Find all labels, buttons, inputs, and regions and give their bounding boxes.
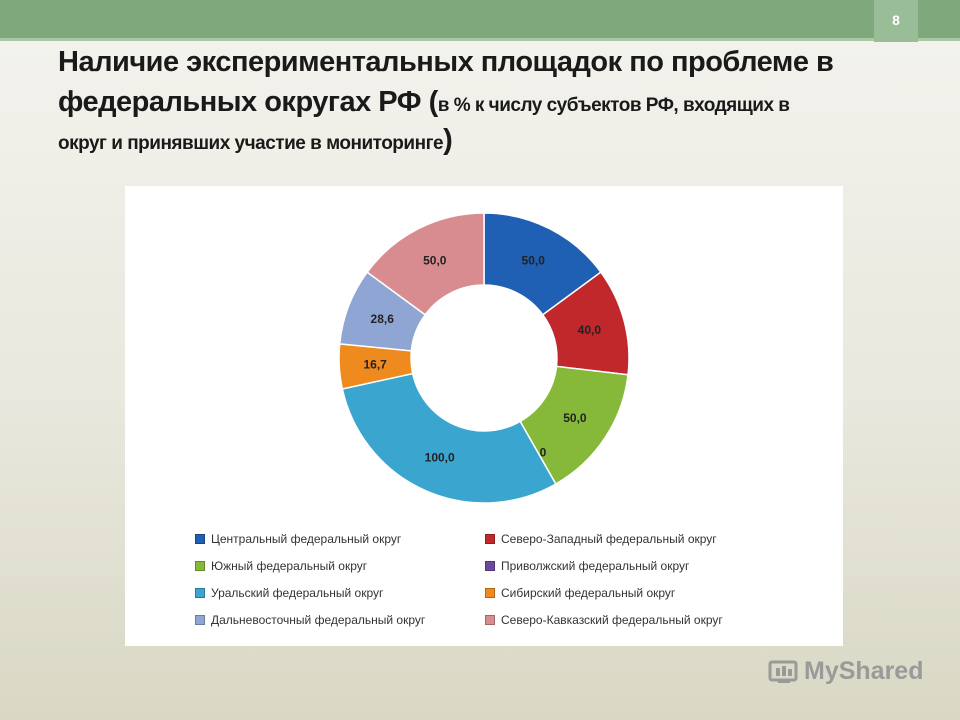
slice-value-label: 50,0: [423, 254, 447, 268]
slice-value-label: 28,6: [371, 312, 395, 326]
legend-swatch: [195, 561, 205, 571]
title-line-2: федеральных округах РФ (в % к числу субъ…: [58, 82, 918, 126]
legend-item: Южный федеральный округ: [195, 557, 485, 575]
legend-item: Приволжский федеральный округ: [485, 557, 825, 575]
legend-swatch: [485, 588, 495, 598]
title-subtitle: в % к числу субъектов РФ, входящих в: [437, 95, 790, 116]
legend-item: Сибирский федеральный округ: [485, 584, 825, 602]
slide-number: 8: [874, 0, 918, 42]
legend-swatch: [195, 534, 205, 544]
legend-label: Сибирский федеральный округ: [501, 586, 676, 600]
legend-label: Приволжский федеральный округ: [501, 559, 690, 573]
slice-value-label: 40,0: [578, 323, 602, 337]
legend-item: Дальневосточный федеральный округ: [195, 611, 485, 629]
legend-swatch: [485, 615, 495, 625]
title-line-2-main: федеральных округах РФ: [58, 86, 429, 118]
watermark: MyShared: [768, 656, 923, 686]
legend-label: Уральский федеральный округ: [211, 586, 384, 600]
donut-slice: [341, 372, 557, 504]
legend-label: Северо-Западный федеральный округ: [501, 532, 717, 546]
top-bar-divider: [0, 38, 960, 41]
legend-label: Дальневосточный федеральный округ: [211, 613, 426, 627]
legend-item: Северо-Западный федеральный округ: [485, 530, 825, 548]
title-line-1: Наличие экспериментальных площадок по пр…: [58, 46, 834, 78]
slice-value-label: 16,7: [364, 357, 388, 371]
slice-value-label: 50,0: [563, 411, 587, 425]
top-bar: [0, 0, 960, 38]
watermark-text: MyShared: [804, 656, 924, 685]
legend-label: Южный федеральный округ: [211, 559, 368, 573]
slice-value-label: 50,0: [522, 254, 546, 268]
legend-item: Уральский федеральный округ: [195, 584, 485, 602]
slice-value-label: 100,0: [425, 451, 455, 465]
myshared-logo-icon: [768, 660, 798, 683]
title-line-3: округ и принявших участие в мониторинге): [58, 126, 918, 158]
legend-label: Северо-Кавказский федеральный округ: [501, 613, 723, 627]
chart-legend: Центральный федеральный округ Северо-Запа…: [195, 530, 835, 629]
title-paren-close: ): [443, 124, 453, 156]
legend-item: Северо-Кавказский федеральный округ: [485, 611, 825, 629]
legend-swatch: [485, 534, 495, 544]
legend-swatch: [195, 588, 205, 598]
donut-slice: [366, 212, 485, 316]
title-paren-open: (: [428, 86, 439, 118]
legend-swatch: [195, 615, 205, 625]
slide-title: Наличие экспериментальных площадок по пр…: [58, 42, 918, 158]
legend-swatch: [485, 561, 495, 571]
legend-item: Центральный федеральный округ: [195, 530, 485, 548]
title-line-3-text: округ и принявших участие в мониторинге: [58, 133, 444, 154]
legend-label: Центральный федеральный округ: [211, 532, 402, 546]
